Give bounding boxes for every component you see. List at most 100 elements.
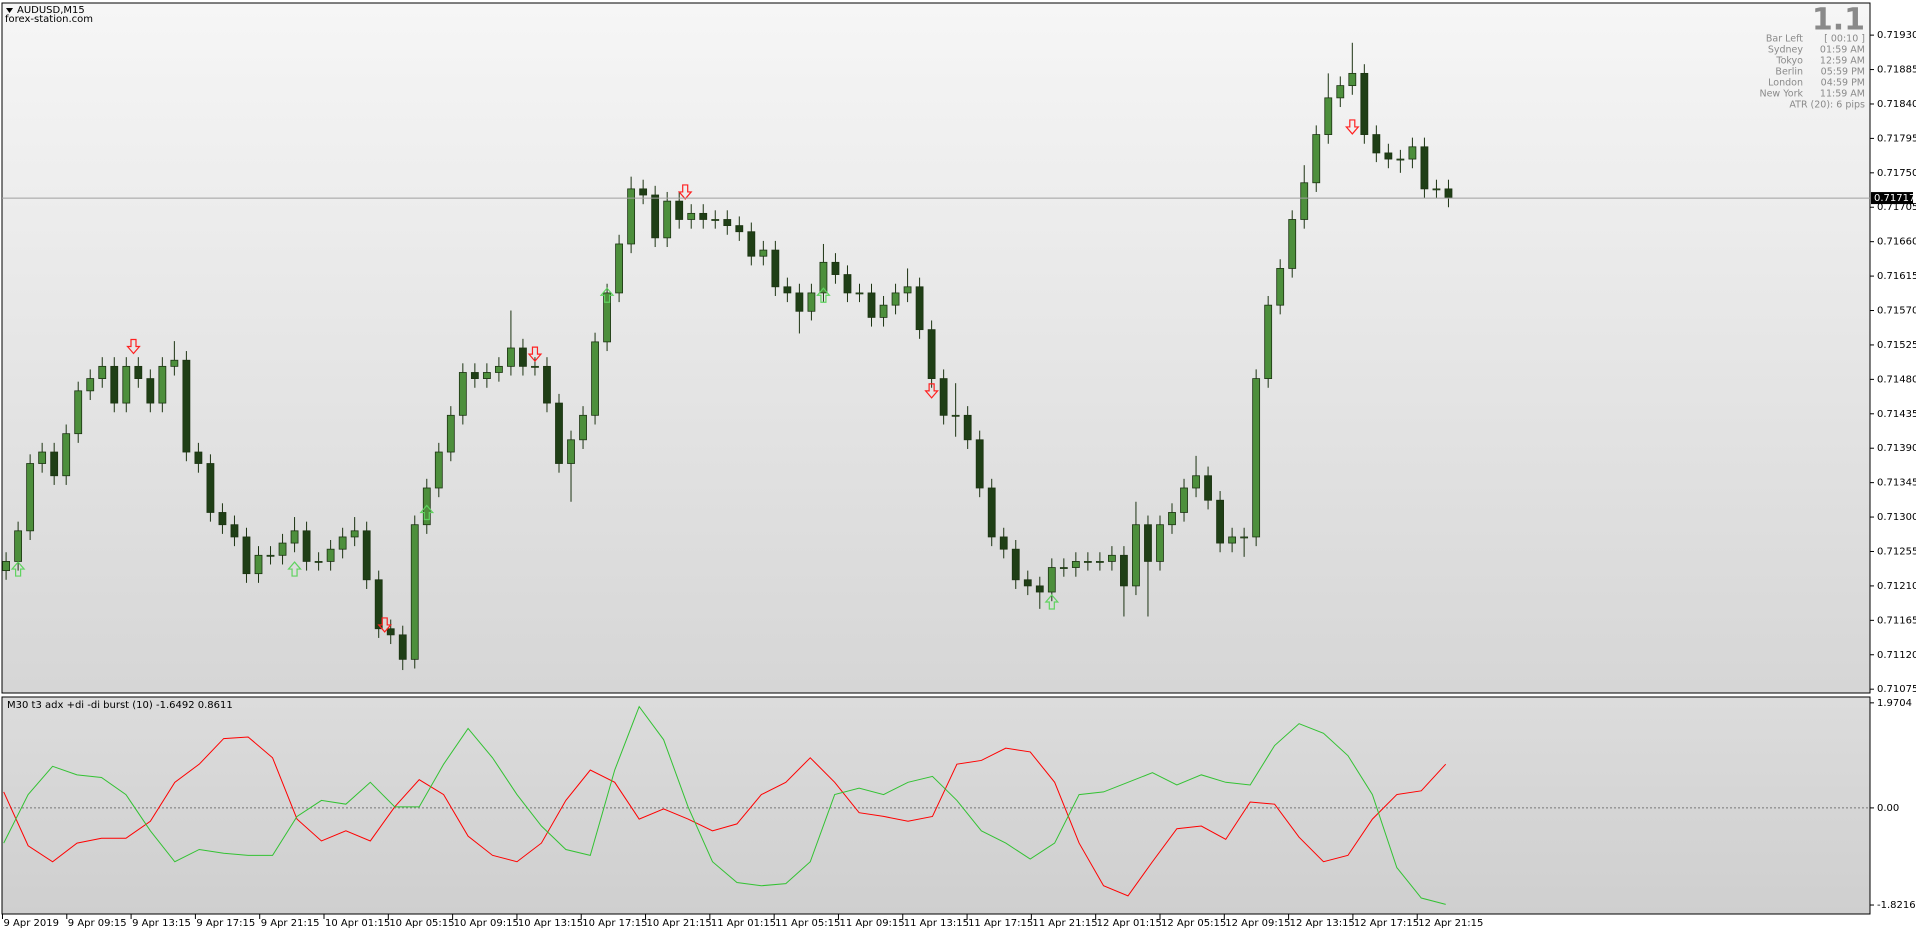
candle-body xyxy=(1360,72,1369,135)
x-tick-label: 12 Apr 01:15 xyxy=(1097,918,1162,929)
info-value: 11:59 AM xyxy=(1820,89,1865,100)
candle-body xyxy=(1035,585,1044,593)
indicator-line xyxy=(3,736,1447,897)
atr-label: ATR (20): 6 pips xyxy=(1789,100,1865,111)
info-label: Bar Left xyxy=(1766,34,1803,45)
indicator-title: M30 t3 adx +di -di burst (10) -1.6492 0.… xyxy=(7,700,233,711)
current-price-box xyxy=(1871,192,1913,205)
candle-body xyxy=(1023,579,1032,587)
candle-body xyxy=(615,243,623,294)
candle-body xyxy=(1083,561,1092,563)
candle-body xyxy=(1216,499,1224,544)
info-label: Tokyo xyxy=(1775,56,1803,67)
symbol-menu-arrow[interactable] xyxy=(6,8,13,13)
candle-body xyxy=(831,261,840,275)
x-tick-label: 12 Apr 05:15 xyxy=(1161,918,1226,929)
candle-body xyxy=(470,372,479,379)
candle-body xyxy=(1011,548,1020,581)
candle-body xyxy=(266,554,275,557)
candle-body xyxy=(1228,536,1237,544)
y-tick-label: 0.71570 xyxy=(1877,306,1916,317)
candle-body xyxy=(579,414,587,441)
candle-body xyxy=(699,212,708,220)
x-tick-label: 12 Apr 09:15 xyxy=(1225,918,1290,929)
x-tick-label: 10 Apr 21:15 xyxy=(647,918,712,929)
candle-body xyxy=(1324,97,1333,135)
candle-body xyxy=(723,219,732,227)
candle-body xyxy=(627,188,636,245)
candle-body xyxy=(903,286,912,294)
x-tick-label: 11 Apr 17:15 xyxy=(968,918,1033,929)
signal-arrow xyxy=(816,287,831,303)
candle-body xyxy=(158,365,167,404)
candle-body xyxy=(591,341,599,416)
candle-body xyxy=(350,530,359,538)
y-tick-label: 0.71300 xyxy=(1877,512,1916,523)
candle-body xyxy=(915,286,924,331)
candle-body xyxy=(326,548,335,562)
info-label: London xyxy=(1768,78,1803,89)
x-tick-label: 9 Apr 09:15 xyxy=(68,918,127,929)
x-tick-label: 10 Apr 13:15 xyxy=(518,918,583,929)
candle-body xyxy=(927,329,936,379)
candle-body xyxy=(182,359,191,453)
current-price-label: 0.71717 xyxy=(1874,193,1915,204)
candle-body xyxy=(374,579,383,630)
x-tick-label: 10 Apr 09:15 xyxy=(454,918,519,929)
signal-arrow xyxy=(677,184,693,200)
candle-body xyxy=(1276,268,1285,306)
y-tick-label: 0.71210 xyxy=(1877,581,1916,592)
candle-body xyxy=(747,231,756,257)
candle-body xyxy=(735,225,744,233)
x-tick-label: 11 Apr 01:15 xyxy=(711,918,776,929)
y-tick-label: 0.71795 xyxy=(1877,133,1916,144)
candle-body xyxy=(771,249,780,288)
y-tick-label: 0.71840 xyxy=(1877,99,1916,110)
signal-arrow xyxy=(1044,594,1060,610)
signal-arrow xyxy=(126,338,141,355)
candle-body xyxy=(1168,512,1176,526)
x-tick-label: 10 Apr 17:15 xyxy=(582,918,647,929)
site-label: forex-station.com xyxy=(5,14,93,25)
candle-body xyxy=(507,347,515,367)
y-tick-label: 0.71435 xyxy=(1877,409,1916,420)
candle-body xyxy=(819,261,828,294)
candle-body xyxy=(38,451,47,464)
candle-body xyxy=(867,292,876,318)
candle-body xyxy=(879,304,888,318)
info-value: [ 00:10 ] xyxy=(1824,34,1865,45)
candle-body xyxy=(519,347,527,367)
candle-body xyxy=(50,451,59,477)
y-tick-label: 0.71255 xyxy=(1877,546,1916,557)
signal-arrow xyxy=(599,287,615,303)
candle-body xyxy=(1432,188,1441,191)
candle-body xyxy=(362,530,371,581)
x-tick-label: 10 Apr 01:15 xyxy=(325,918,390,929)
y-tick-label: 0.71120 xyxy=(1877,650,1916,661)
x-tick-label: 9 Apr 17:15 xyxy=(196,918,255,929)
indicator-pane xyxy=(1,696,1871,915)
info-label: Berlin xyxy=(1775,67,1803,78)
candle-body xyxy=(1372,134,1381,154)
candle-body xyxy=(206,463,215,513)
y-tick-label: 1.9704 xyxy=(1877,698,1912,709)
y-tick-label: 0.71750 xyxy=(1877,168,1916,179)
candle-body xyxy=(1180,487,1188,513)
candle-body xyxy=(1264,304,1273,379)
y-tick-label: 0.71885 xyxy=(1877,65,1916,76)
y-tick-label: 0.71930 xyxy=(1877,30,1916,41)
candle-body xyxy=(1420,146,1429,190)
candle-body xyxy=(1396,158,1405,161)
candle-body xyxy=(1336,85,1345,99)
candle-body xyxy=(1192,475,1200,489)
candle-body xyxy=(1252,378,1261,538)
info-value: 12:59 AM xyxy=(1820,56,1865,67)
candle-body xyxy=(759,249,768,257)
signal-arrow xyxy=(924,383,939,399)
candle-body xyxy=(482,372,491,379)
info-label: New York xyxy=(1759,89,1803,100)
candle-body xyxy=(110,365,119,404)
candle-body xyxy=(891,292,900,306)
candle-body xyxy=(1408,146,1417,160)
candle-body xyxy=(1132,524,1140,587)
